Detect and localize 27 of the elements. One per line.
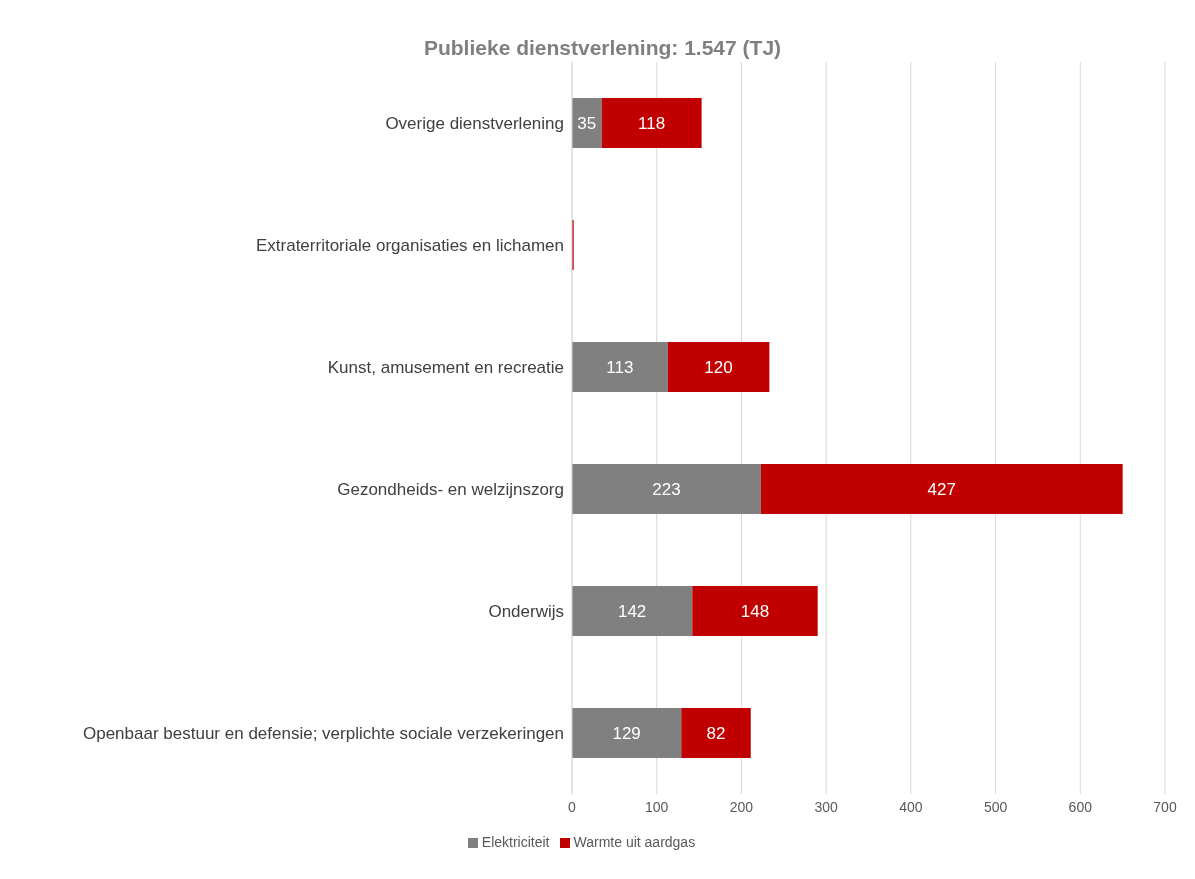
- data-label: 35: [577, 114, 597, 134]
- data-label: 120: [704, 358, 733, 378]
- data-label: 148: [740, 602, 770, 622]
- data-label: 223: [652, 480, 681, 500]
- y-tick-label: Overige dienstverlening: [385, 114, 564, 134]
- legend-label: Elektriciteit: [481, 834, 550, 850]
- data-label: 118: [638, 114, 666, 134]
- legend-label: Warmte uit aardgas: [573, 834, 696, 850]
- data-label: 113: [606, 358, 634, 378]
- y-tick-label: Kunst, amusement en recreatie: [327, 358, 564, 378]
- y-tick-label: Openbaar bestuur en defensie; verplichte sociale verzekeringen: [82, 724, 564, 744]
- x-tick-label: 100: [645, 798, 669, 815]
- x-tick-label: 300: [814, 798, 839, 815]
- x-tick-label: 0: [568, 798, 577, 815]
- x-tick-label: 500: [983, 798, 1008, 815]
- chart-title: Publieke dienstverlening: 1.547 (TJ): [422, 35, 783, 60]
- x-tick-label: 400: [899, 798, 923, 815]
- x-tick-label: 600: [1068, 798, 1093, 815]
- y-tick-label: Onderwijs: [488, 602, 564, 622]
- y-tick-label: Extraterritoriale organisaties en lichamen: [255, 236, 564, 256]
- x-tick-label: 200: [729, 798, 754, 815]
- x-tick-label: 700: [1153, 798, 1177, 815]
- y-tick-label: Gezondheids- en welzijnszorg: [337, 480, 564, 500]
- data-label: 82: [706, 724, 726, 744]
- data-label: 427: [927, 480, 956, 500]
- data-label: 129: [612, 724, 641, 744]
- data-label: 142: [617, 602, 647, 622]
